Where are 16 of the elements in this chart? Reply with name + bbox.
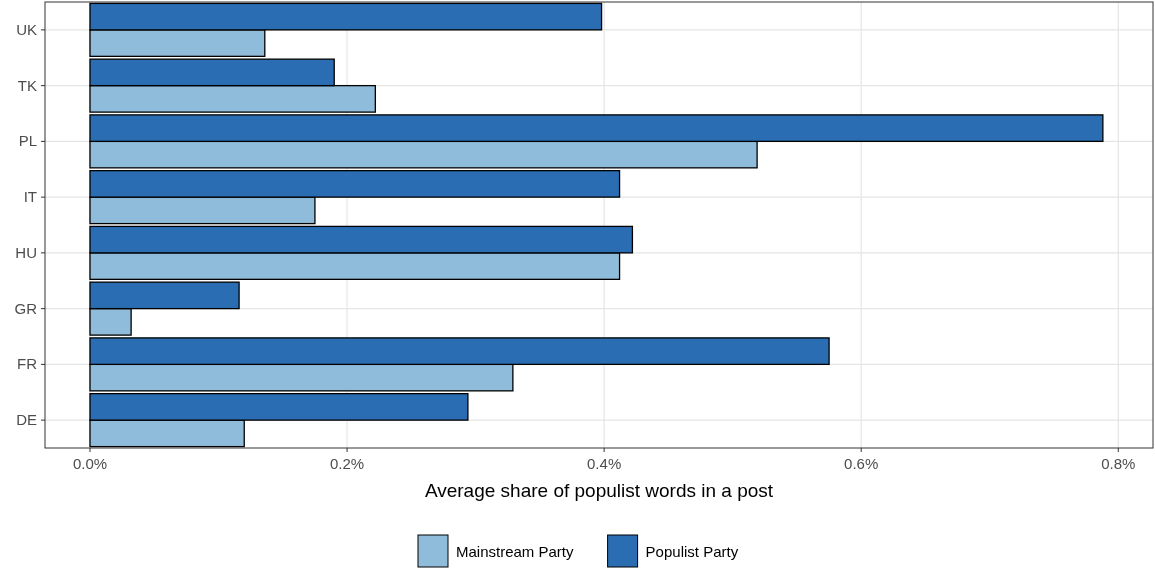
x-tick-label: 0.2% [329,455,365,472]
x-tick-label: 0.4% [587,455,622,472]
y-tick-label: UK [16,20,37,38]
x-tick-label: 0.8% [1101,455,1136,472]
y-tick-label: IT [23,188,37,206]
y-tick-label: FR [17,355,38,373]
x-tick-label: 0.0% [72,455,108,472]
legend-label: Populist Party [645,543,739,560]
y-tick-label: GR [14,299,38,317]
y-tick-label: TK [17,76,37,94]
y-tick-label: HU [15,243,37,261]
x-axis-title: Average share of populist words in a post [424,480,774,501]
legend-label: Mainstream Party [456,543,575,560]
y-tick-label: DE [16,411,37,429]
y-tick-label: PL [18,132,37,150]
x-tick-label: 0.6% [844,455,879,472]
